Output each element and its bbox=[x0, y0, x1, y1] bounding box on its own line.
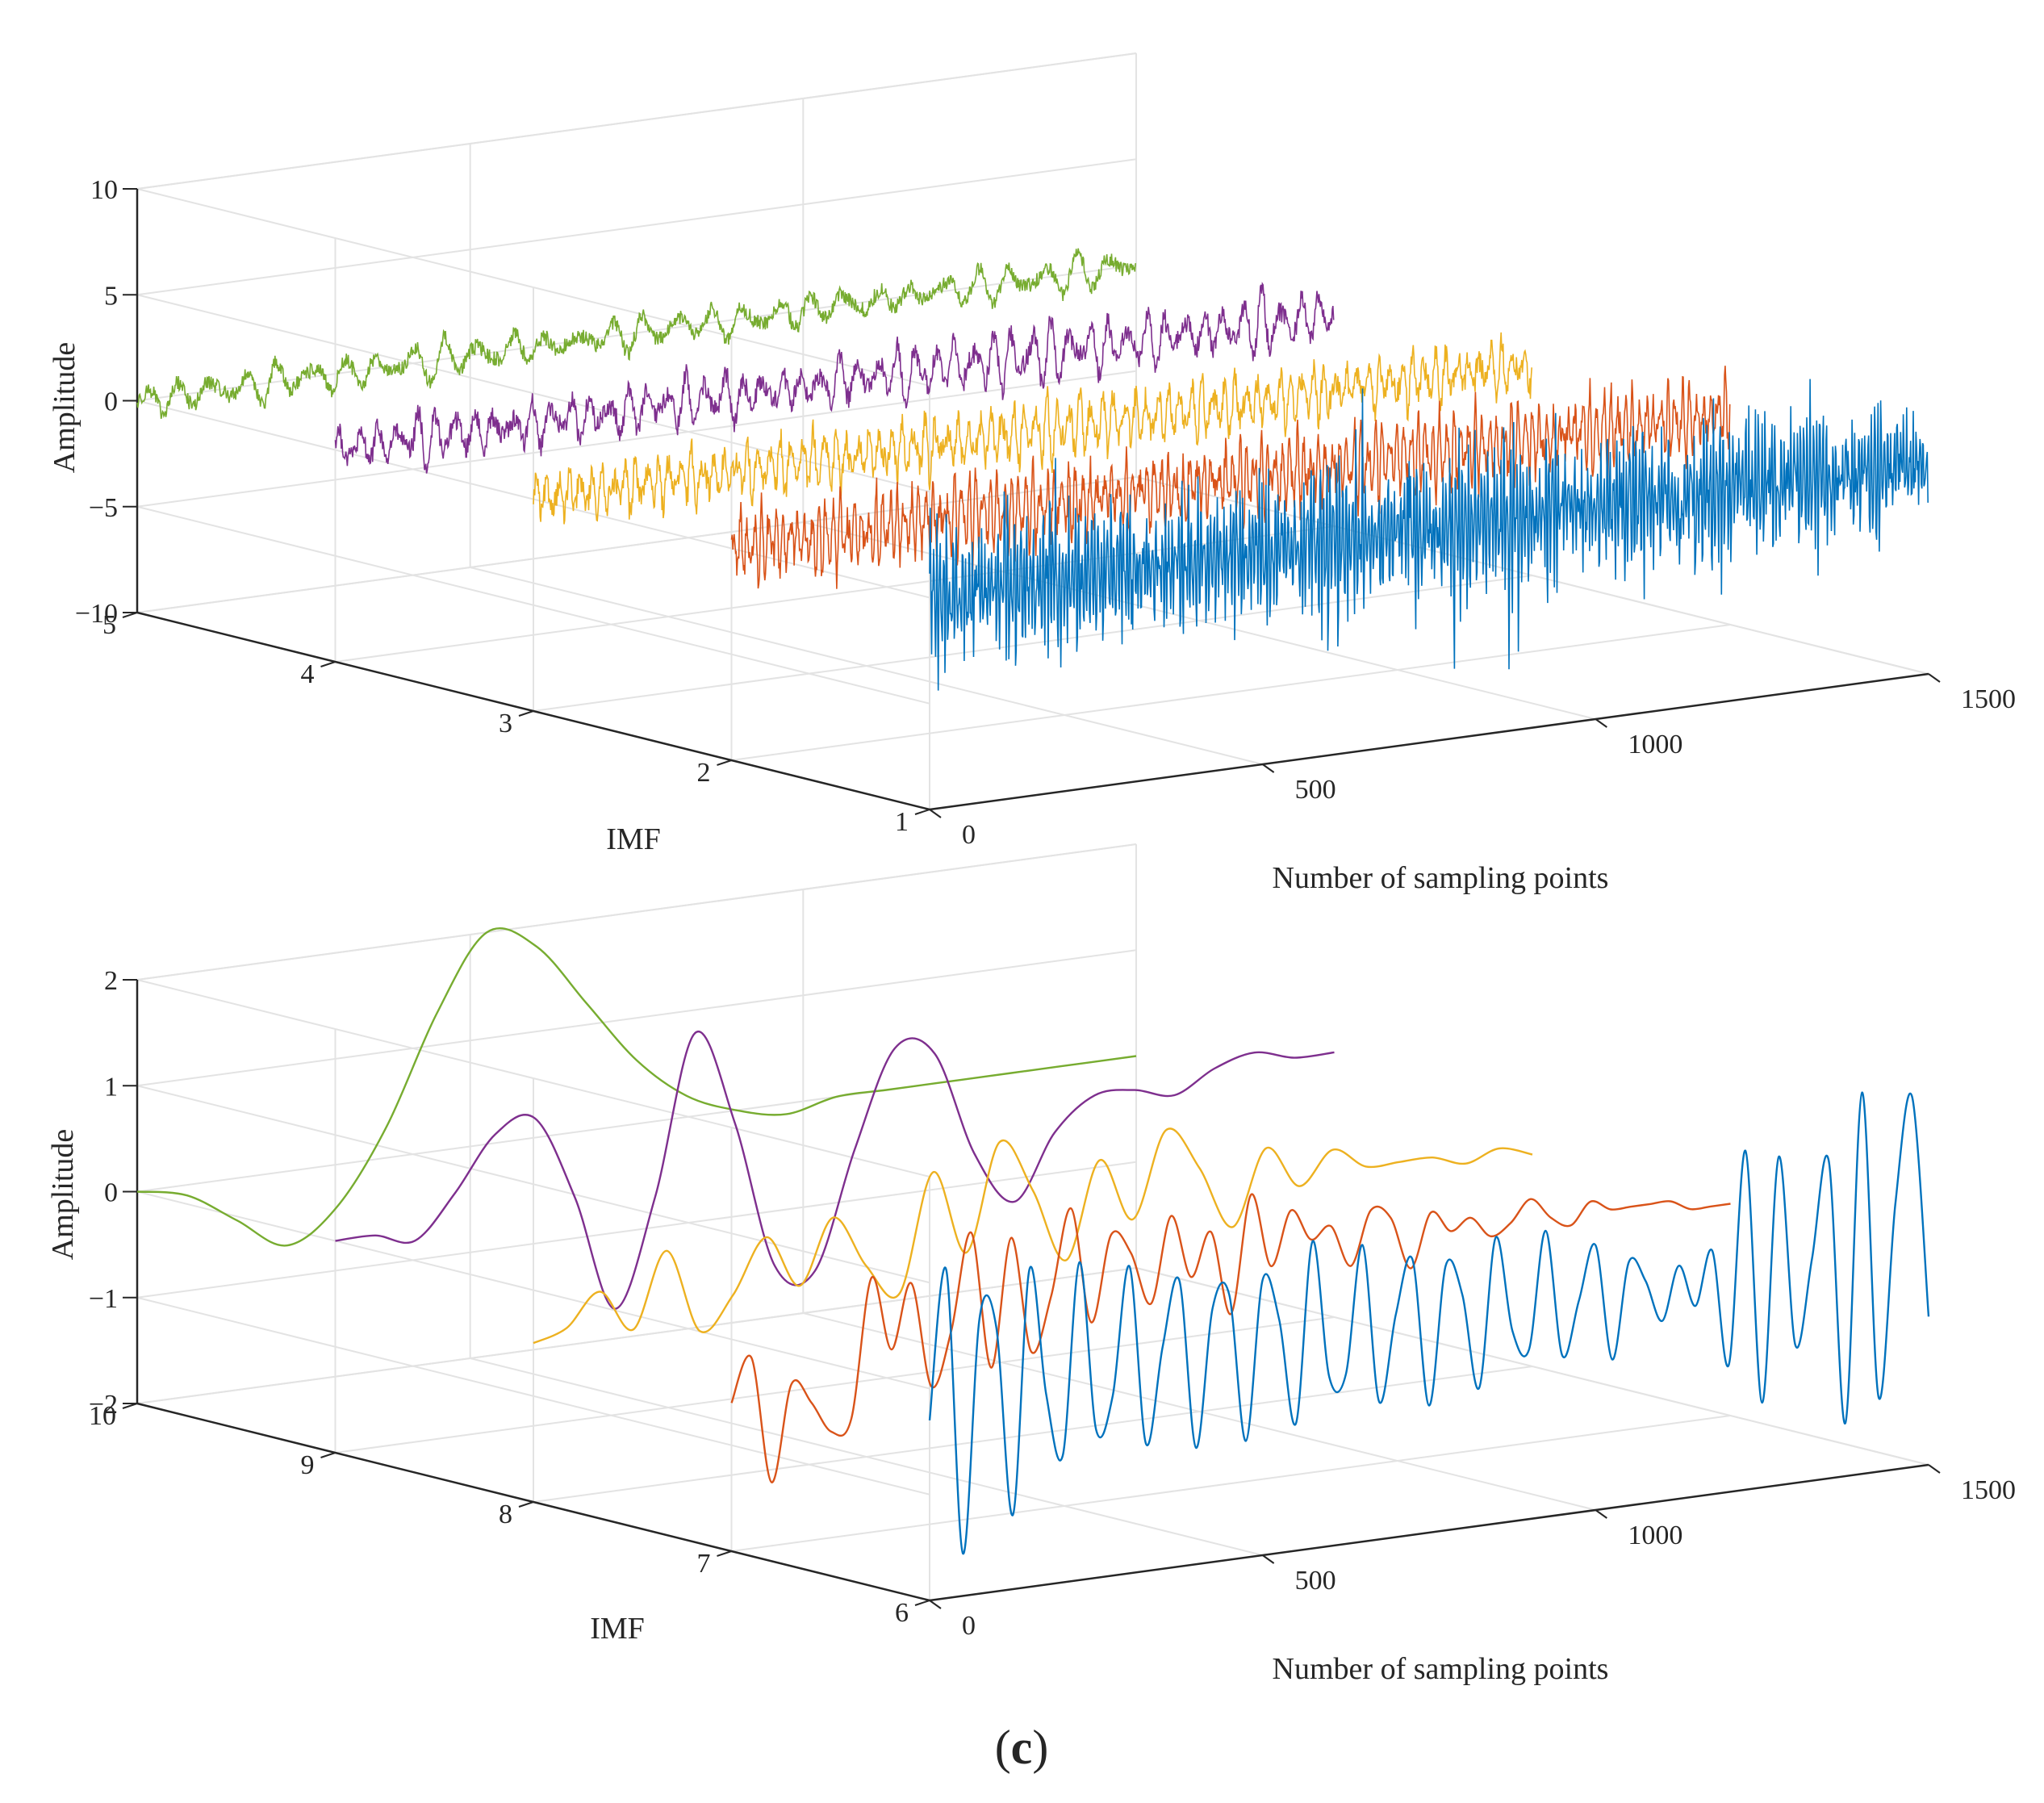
x-tick-label: 1000 bbox=[1628, 730, 1682, 759]
grid-line bbox=[136, 1190, 930, 1390]
series-imf-10 bbox=[136, 927, 1137, 1247]
y-tick-mark bbox=[320, 661, 336, 667]
grid-line bbox=[731, 624, 1731, 761]
z-tick-label: 0 bbox=[104, 1178, 118, 1208]
x-tick-label: 1500 bbox=[1961, 1475, 2016, 1505]
bottom-plot-imf-axis-label: IMF bbox=[590, 1612, 645, 1646]
top-plot-tick-labels: 10 5 0 −5 −10 1 2 3 4 5 0 500 1000 1500 bbox=[75, 175, 2016, 850]
z-tick-label: 2 bbox=[104, 966, 118, 996]
z-tick-label: 0 bbox=[104, 387, 118, 417]
y-tick-label: 6 bbox=[895, 1598, 909, 1628]
x-tick-mark bbox=[929, 809, 942, 818]
series-imf-2 bbox=[730, 366, 1731, 589]
z-tick-label: −2 bbox=[89, 1390, 118, 1420]
y-tick-mark bbox=[717, 1550, 732, 1557]
x-tick-mark bbox=[1928, 1464, 1941, 1474]
y-tick-mark bbox=[122, 1403, 138, 1409]
top-plot-series bbox=[136, 248, 1929, 691]
y-tick-mark bbox=[914, 809, 930, 815]
bottom-plot-series bbox=[136, 927, 1930, 1555]
bottom-plot-axes-box bbox=[136, 980, 1929, 1602]
y-tick-mark bbox=[914, 1600, 930, 1606]
x-tick-label: 1500 bbox=[1961, 684, 2016, 714]
y-tick-mark bbox=[518, 710, 534, 717]
bottom-plot-sampling-axis-label: Number of sampling points bbox=[1273, 1652, 1609, 1686]
z-tick-label: −1 bbox=[89, 1284, 118, 1314]
grid-line bbox=[136, 1267, 1137, 1404]
series-imf-9 bbox=[335, 1030, 1335, 1310]
x-tick-mark bbox=[1262, 1554, 1275, 1564]
x-axis-line bbox=[929, 672, 1929, 811]
x-axis-line bbox=[929, 1463, 1929, 1602]
z-tick-label: −10 bbox=[75, 599, 118, 629]
series-imf-5 bbox=[136, 248, 1136, 420]
y-tick-mark bbox=[320, 1452, 336, 1458]
figure-caption: (c) bbox=[995, 1721, 1049, 1774]
y-tick-label: 5 bbox=[102, 610, 116, 640]
series-imf-8 bbox=[533, 1127, 1533, 1345]
y-tick-label: 9 bbox=[301, 1450, 315, 1480]
caption-close-paren: ) bbox=[1032, 1721, 1048, 1774]
y-tick-label: 7 bbox=[697, 1549, 711, 1579]
series-imf-1 bbox=[929, 379, 1929, 691]
bottom-plot-amplitude-axis-label: Amplitude bbox=[46, 1129, 80, 1261]
series-imf-4 bbox=[334, 282, 1335, 474]
grid-line bbox=[136, 1296, 930, 1496]
top-imf-waterfall-plot: 10 5 0 −5 −10 1 2 3 4 5 0 500 1000 1500 Amplitude IMF… bbox=[48, 52, 2016, 895]
grid-line bbox=[136, 949, 1137, 1087]
z-tick-label: 5 bbox=[104, 281, 118, 311]
series-imf-6 bbox=[928, 1091, 1930, 1555]
series-imf-7 bbox=[730, 1193, 1731, 1483]
y-tick-label: 1 bbox=[895, 807, 909, 837]
grid-line bbox=[136, 294, 930, 493]
caption-open-paren: ( bbox=[995, 1721, 1011, 1774]
grid-line bbox=[533, 1366, 1533, 1503]
x-tick-mark bbox=[1595, 1509, 1607, 1519]
y-tick-mark bbox=[717, 759, 732, 766]
grid-line bbox=[1135, 1267, 1929, 1466]
y-tick-label: 10 bbox=[89, 1401, 116, 1431]
top-plot-grid bbox=[136, 52, 1929, 810]
grid-line bbox=[136, 843, 1137, 981]
top-plot-sampling-axis-label: Number of sampling points bbox=[1273, 861, 1609, 895]
z-tick-label: 1 bbox=[104, 1072, 118, 1102]
x-tick-label: 1000 bbox=[1628, 1521, 1682, 1550]
top-plot-amplitude-axis-label: Amplitude bbox=[48, 342, 82, 474]
grid-line bbox=[136, 1085, 930, 1284]
x-tick-mark bbox=[1928, 673, 1941, 683]
grid-line bbox=[335, 1316, 1335, 1454]
y-tick-mark bbox=[518, 1501, 534, 1508]
x-tick-mark bbox=[929, 1600, 942, 1609]
grid-line bbox=[136, 1161, 1137, 1299]
z-tick-label: −5 bbox=[89, 493, 118, 523]
grid-line bbox=[136, 476, 1137, 613]
y-tick-label: 3 bbox=[499, 709, 512, 738]
y-tick-mark bbox=[122, 612, 138, 618]
grid-line bbox=[136, 979, 930, 1178]
x-tick-label: 500 bbox=[1295, 1566, 1336, 1596]
grid-line bbox=[731, 1415, 1731, 1552]
grid-line bbox=[136, 52, 1137, 190]
x-tick-label: 500 bbox=[1295, 775, 1336, 805]
grid-line bbox=[136, 158, 1137, 296]
caption-letter: c bbox=[1011, 1721, 1033, 1774]
grid-line bbox=[136, 370, 1137, 508]
series-imf-3 bbox=[533, 332, 1532, 525]
x-tick-label: 0 bbox=[962, 1611, 976, 1641]
top-plot-imf-axis-label: IMF bbox=[606, 822, 661, 856]
grid-line bbox=[136, 505, 930, 705]
x-tick-mark bbox=[1595, 718, 1607, 728]
y-tick-label: 4 bbox=[301, 659, 315, 689]
x-tick-label: 0 bbox=[962, 820, 976, 850]
z-tick-label: 10 bbox=[90, 175, 118, 205]
grid-line bbox=[136, 188, 930, 387]
y-tick-label: 2 bbox=[697, 758, 711, 788]
grid-line bbox=[533, 575, 1533, 712]
x-tick-mark bbox=[1262, 763, 1275, 773]
bottom-plot-grid bbox=[136, 843, 1929, 1601]
y-tick-label: 8 bbox=[499, 1500, 512, 1529]
